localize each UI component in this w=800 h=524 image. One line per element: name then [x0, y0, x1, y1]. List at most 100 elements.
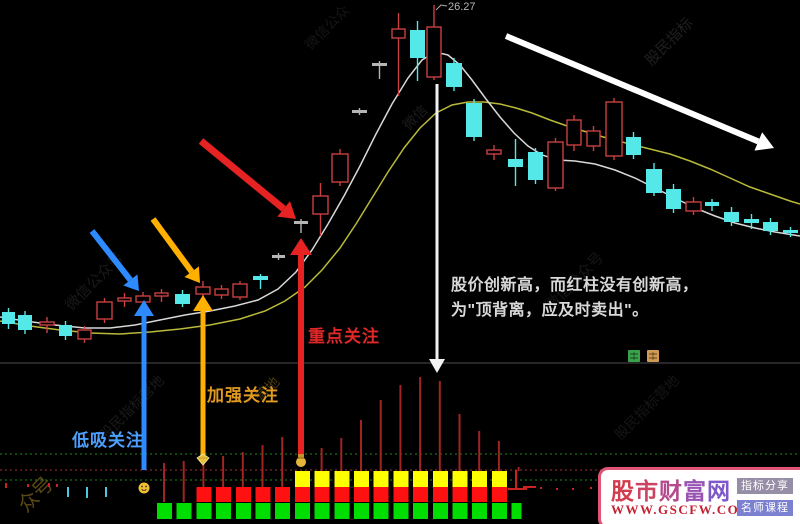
signal-block-red: [196, 487, 212, 502]
candle-body-up: [154, 292, 169, 297]
signal-block-red: [413, 487, 429, 502]
red-up-arrow-head: [290, 238, 312, 255]
signal-block-green: [491, 503, 507, 519]
candle-body-up: [39, 321, 55, 326]
site-name: 股市财富网: [611, 472, 731, 506]
ma-line-yellow: [0, 101, 800, 335]
mini-tick: [27, 484, 29, 487]
signal-block-green: [511, 503, 522, 519]
signal-block-green: [176, 503, 192, 519]
site-name-char: 富: [683, 478, 707, 504]
signal-block-green: [472, 503, 488, 519]
candle-body-doji: [294, 221, 308, 224]
signal-block-red: [216, 487, 232, 502]
mini-tick: [48, 483, 50, 487]
signal-block-green: [393, 503, 409, 519]
candle-body-doji: [372, 63, 387, 66]
site-name-char: 网: [707, 478, 731, 504]
right-dot: [556, 488, 558, 490]
mini-tick: [67, 487, 69, 497]
blue-diagonal-arrow: [89, 229, 133, 282]
signal-block-red: [472, 487, 488, 502]
blue-diagonal-arrow-head: [123, 274, 139, 291]
candle-body-down: [508, 159, 523, 167]
signal-block-red: [255, 487, 271, 502]
candle-body-up: [135, 295, 151, 303]
red-diagonal-arrow: [198, 138, 286, 212]
divergence-note-line2: 为"顶背离，应及时卖出"。: [451, 302, 649, 319]
candle-body-up: [566, 119, 582, 146]
signal-block-red: [452, 487, 468, 502]
candle-body-down: [2, 312, 15, 324]
signal-block-yellow: [491, 471, 507, 487]
blue-up-arrow-head: [134, 300, 154, 316]
candle-body-down: [253, 276, 268, 280]
white-diagonal-arrow-head: [754, 132, 774, 151]
candle-body-up: [195, 286, 211, 295]
right-dot: [540, 487, 542, 489]
signal-block-red: [491, 487, 507, 502]
signal-block-green: [196, 503, 212, 519]
candle-body-up: [426, 26, 442, 78]
signal-block-red: [432, 487, 448, 502]
moneybag-neck: [298, 454, 304, 458]
orange-stamp-icon[interactable]: [647, 350, 659, 362]
strengthen-watch-label: 加强关注: [207, 386, 279, 405]
candle-body-up: [96, 301, 113, 320]
signal-block-red: [294, 487, 310, 502]
signal-block-green: [452, 503, 468, 519]
moneybag-icon: [296, 457, 306, 467]
candle-body-up: [312, 195, 329, 215]
signal-block-red: [354, 487, 369, 502]
site-url: WWW.GSCFW.COM: [611, 502, 754, 517]
candle-body-up: [486, 149, 502, 155]
signal-block-green: [216, 503, 232, 519]
white-diagonal-arrow: [504, 33, 760, 145]
white-down-arrow-head: [429, 359, 445, 373]
green-stamp-icon[interactable]: [628, 350, 640, 362]
candle-body-down: [466, 103, 482, 137]
signal-block-green: [275, 503, 291, 519]
candle-body-down: [744, 219, 759, 223]
candle-body-down: [446, 63, 462, 87]
mini-tick: [5, 483, 7, 488]
candle-body-down: [175, 294, 190, 304]
site-name-char: 财: [659, 478, 683, 504]
candle-body-up: [391, 28, 406, 39]
signal-block-yellow: [334, 471, 350, 487]
candle-body-down: [763, 222, 778, 231]
peak-tick: [435, 4, 448, 11]
signal-block-yellow: [373, 471, 389, 487]
smiley-mouth: [141, 488, 147, 491]
signal-block-yellow: [354, 471, 369, 487]
right-dot: [590, 487, 592, 489]
smiley-eye: [141, 485, 143, 488]
badge-indicator-share: 指标分享: [737, 478, 793, 494]
signal-block-yellow: [294, 471, 310, 487]
signal-block-green: [373, 503, 389, 519]
candle-body-down: [646, 169, 662, 193]
candle-body-up: [547, 141, 564, 189]
signal-block-yellow: [432, 471, 448, 487]
site-name-char: 市: [635, 478, 659, 504]
candle-body-up: [586, 130, 601, 147]
candle-body-doji: [272, 255, 285, 258]
candle-body-down: [666, 189, 681, 209]
badge-teacher-course: 名师课程: [737, 500, 793, 516]
candle-body-down: [705, 202, 719, 206]
candle-body-down: [626, 137, 641, 155]
candle-body-down: [59, 325, 72, 336]
yellow-diagonal-arrow: [150, 217, 195, 274]
signal-block-green: [334, 503, 350, 519]
signal-block-red: [275, 487, 291, 502]
signal-block-red: [373, 487, 389, 502]
signal-block-green: [432, 503, 448, 519]
key-focus-label: 重点关注: [308, 327, 380, 346]
signal-block-green: [235, 503, 251, 519]
site-name-char: 股: [611, 478, 635, 504]
right-dot: [572, 488, 574, 490]
candle-body-down: [724, 212, 739, 222]
candle-body-up: [331, 153, 349, 183]
